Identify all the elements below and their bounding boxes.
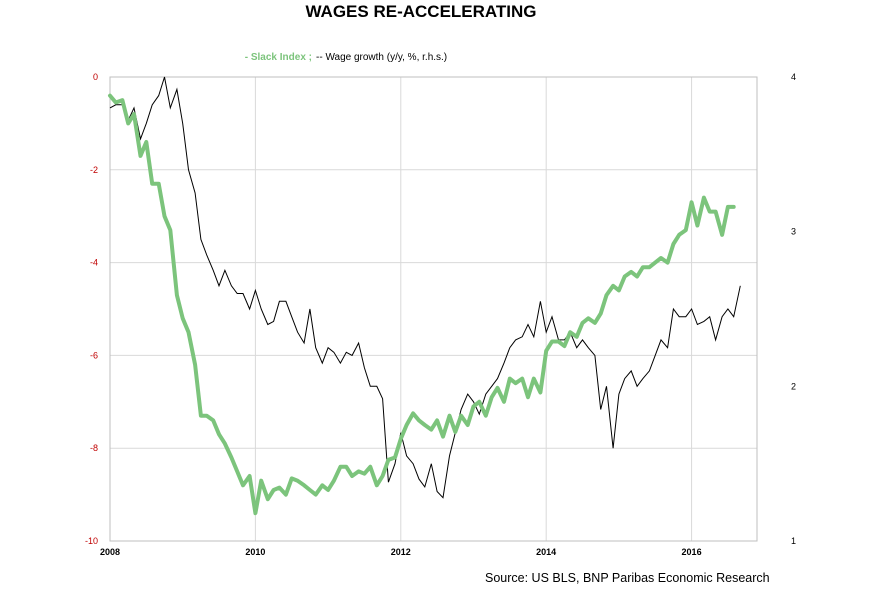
series-line-wage-growth bbox=[109, 76, 741, 499]
x-tick-label: 2012 bbox=[391, 547, 411, 557]
left-axis: 0 -2 -4 -6 -8 -10 bbox=[85, 72, 98, 546]
source-note: Source: US BLS, BNP Paribas Economic Res… bbox=[485, 571, 770, 585]
legend-entry-slack: - Slack Index ; bbox=[245, 52, 312, 63]
right-tick-label: 1 bbox=[791, 536, 796, 546]
left-tick-label: -8 bbox=[90, 443, 98, 453]
legend: - Slack Index ; -- Wage growth (y/y, %, … bbox=[245, 52, 447, 63]
x-tick-label: 2010 bbox=[245, 547, 265, 557]
right-tick-label: 3 bbox=[791, 227, 796, 237]
left-tick-label: -2 bbox=[90, 165, 98, 175]
series-line-slack-index bbox=[108, 93, 736, 516]
right-tick-label: 2 bbox=[791, 381, 796, 391]
x-tick-label: 2016 bbox=[682, 547, 702, 557]
legend-entry-wage: -- Wage growth (y/y, %, r.h.s.) bbox=[316, 52, 447, 63]
chart-title: WAGES RE-ACCELERATING bbox=[305, 2, 536, 21]
x-tick-label: 2008 bbox=[100, 547, 120, 557]
left-tick-label: -6 bbox=[90, 350, 98, 360]
right-axis: 4 3 2 1 bbox=[791, 72, 796, 546]
left-tick-label: -10 bbox=[85, 536, 98, 546]
plot-area-border bbox=[109, 76, 758, 542]
left-tick-label: 0 bbox=[93, 72, 98, 82]
grid bbox=[109, 76, 757, 542]
x-axis: 2008 2010 2012 2014 2016 bbox=[100, 547, 702, 557]
x-tick-label: 2014 bbox=[536, 547, 556, 557]
right-tick-label: 4 bbox=[791, 72, 796, 82]
left-tick-label: -4 bbox=[90, 258, 98, 268]
